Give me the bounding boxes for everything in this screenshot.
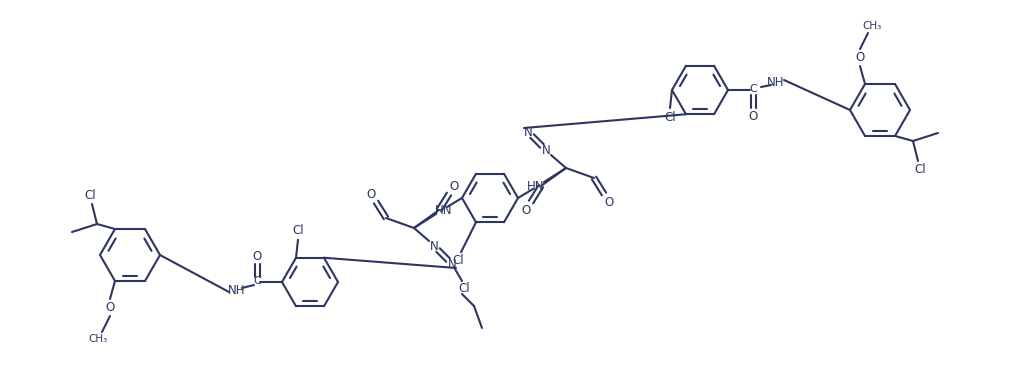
- Text: O: O: [367, 187, 376, 200]
- Text: Cl: Cl: [459, 282, 470, 295]
- Text: C: C: [749, 84, 756, 94]
- Text: CH₃: CH₃: [89, 334, 108, 344]
- Text: N: N: [541, 144, 550, 157]
- Text: NH: NH: [228, 283, 245, 296]
- Text: O: O: [748, 109, 758, 122]
- Text: O: O: [252, 250, 262, 263]
- Text: N: N: [523, 125, 532, 138]
- Text: Cl: Cl: [292, 224, 304, 237]
- Text: Cl: Cl: [84, 188, 96, 201]
- Text: Cl: Cl: [452, 254, 464, 267]
- Text: O: O: [521, 204, 530, 217]
- Text: Cl: Cl: [914, 164, 926, 177]
- Text: CH₃: CH₃: [863, 21, 882, 31]
- Text: N: N: [429, 240, 438, 253]
- Text: O: O: [855, 50, 865, 63]
- Text: Cl: Cl: [665, 111, 676, 124]
- Text: NH: NH: [768, 76, 785, 89]
- Text: HN: HN: [435, 204, 452, 217]
- Text: O: O: [449, 180, 459, 193]
- Text: C: C: [254, 276, 261, 286]
- Text: HN: HN: [527, 180, 544, 193]
- Text: O: O: [105, 302, 114, 315]
- Text: N: N: [447, 257, 457, 270]
- Text: O: O: [604, 196, 614, 209]
